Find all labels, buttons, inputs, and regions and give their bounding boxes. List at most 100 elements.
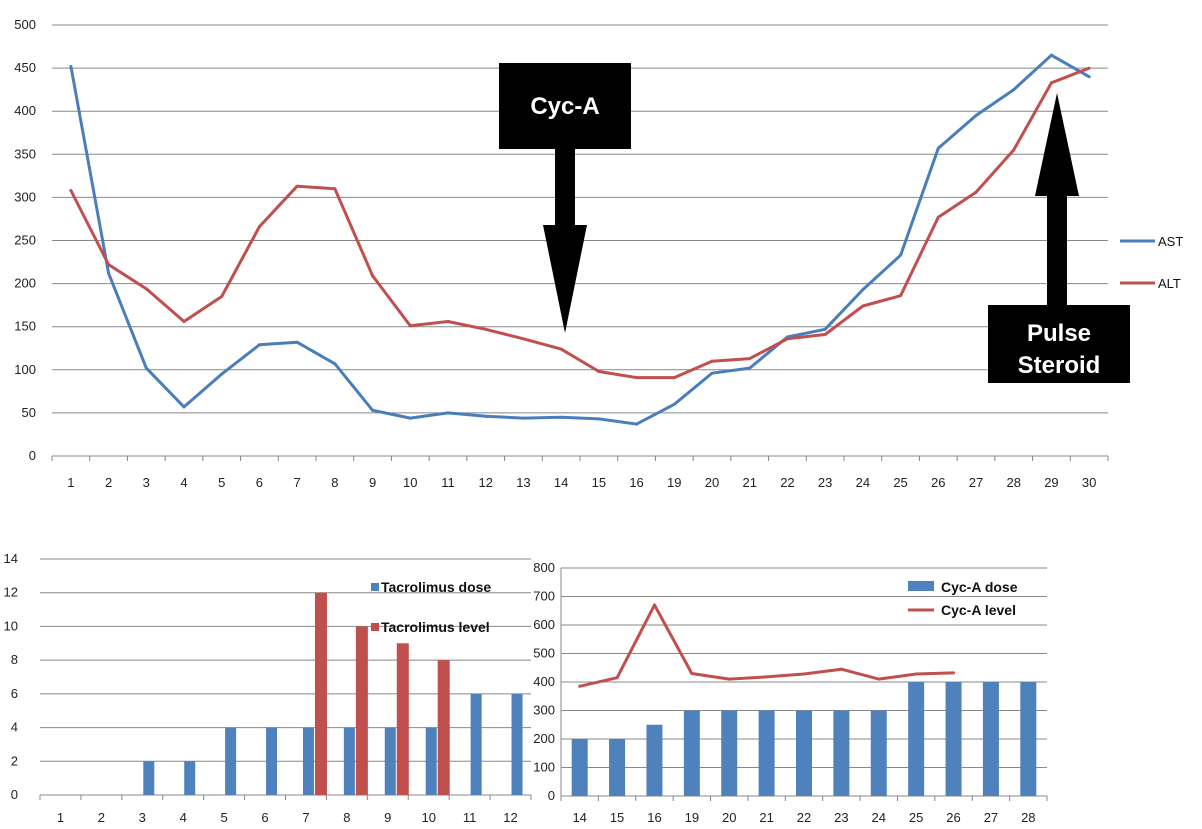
cyc-a-gridlines — [561, 567, 1047, 768]
cyc-a-level-line — [578, 603, 956, 688]
y-tick-label: 10 — [4, 618, 18, 633]
alt-line-point — [899, 294, 903, 298]
legend-tacrolimus-level-swatch — [371, 623, 379, 631]
y-tick-label: 450 — [14, 60, 36, 75]
ast-line-point — [672, 402, 676, 406]
y-tick-label: 4 — [11, 720, 18, 735]
alt-line-point — [107, 263, 111, 267]
x-tick-label: 27 — [984, 810, 998, 825]
x-tick-label: 29 — [1044, 475, 1058, 490]
x-tick-label: 10 — [403, 475, 417, 490]
cyc-a-level-line-path-point — [690, 671, 694, 675]
x-tick-label: 5 — [221, 810, 228, 825]
x-tick-label: 25 — [909, 810, 923, 825]
y-tick-label: 14 — [4, 551, 18, 566]
tacrolimus-y-tick-labels: 0 2 4 6 8 10 12 14 — [4, 551, 18, 802]
x-tick-label: 12 — [503, 810, 517, 825]
cyc-a-dose-bar — [1020, 682, 1037, 796]
x-tick-label: 13 — [516, 475, 530, 490]
cyc-a-y-tick-labels: 0 100 200 300 400 500 600 700 800 — [533, 560, 555, 803]
alt-line-point — [861, 304, 865, 308]
ast-line-point — [295, 340, 299, 344]
cyc-a-x-tick-labels: 14 15 16 19 20 21 22 23 24 25 26 27 28 — [560, 796, 1048, 825]
ast-line-point — [823, 327, 827, 331]
alt-line-point — [69, 189, 73, 193]
y-tick-label: 150 — [14, 319, 36, 334]
cyc-a-legend: Cyc-A dose Cyc-A level — [908, 579, 1018, 618]
ast-line-point — [484, 414, 488, 418]
y-tick-label: 100 — [533, 760, 555, 775]
pulse-steroid-callout: Pulse Steroid — [988, 93, 1130, 383]
x-tick-label: 23 — [834, 810, 848, 825]
tacrolimus-dose-bar — [511, 693, 523, 795]
alt-line-point — [257, 225, 261, 229]
tacrolimus-level-bar — [355, 626, 368, 795]
alt-line-point — [446, 320, 450, 324]
ast-line-point — [446, 411, 450, 415]
y-tick-label: 8 — [11, 652, 18, 667]
cyc-a-level-line-path-point — [615, 676, 619, 680]
y-tick-label: 250 — [14, 233, 36, 248]
x-tick-label: 3 — [139, 810, 146, 825]
x-tick-label: 2 — [98, 810, 105, 825]
alt-line-point — [484, 327, 488, 331]
alt-line-point — [333, 187, 337, 191]
ast-line-point — [144, 366, 148, 370]
cyc-a-level-line-path-point — [652, 603, 656, 607]
x-tick-label: 26 — [931, 475, 945, 490]
cyc-a-down-arrow-icon — [543, 149, 587, 333]
x-tick-label: 19 — [667, 475, 681, 490]
cyc-a-dose-bar — [833, 710, 850, 796]
x-tick-label: 28 — [1006, 475, 1020, 490]
alt-line-point — [635, 376, 639, 380]
x-tick-label: 10 — [421, 810, 435, 825]
x-tick-label: 25 — [893, 475, 907, 490]
y-tick-label: 500 — [533, 646, 555, 661]
alt-line — [69, 66, 1090, 380]
cyc-a-callout-text: Cyc-A — [530, 93, 599, 120]
ast-alt-y-tick-labels: 0 50 100 150 200 250 300 350 400 450 500 — [14, 17, 36, 463]
x-tick-label: 22 — [797, 810, 811, 825]
x-tick-label: 7 — [294, 475, 301, 490]
x-tick-label: 14 — [572, 810, 586, 825]
cyc-a-level-line-path-point — [802, 672, 806, 676]
x-tick-label: 1 — [67, 475, 74, 490]
ast-line-point — [635, 422, 639, 426]
x-tick-label: 19 — [685, 810, 699, 825]
legend-ast-label: AST — [1158, 234, 1183, 249]
cyc-a-dose-bar — [646, 724, 663, 796]
x-tick-label: 24 — [856, 475, 870, 490]
ast-line-point — [710, 371, 714, 375]
ast-line-point — [559, 415, 563, 419]
x-tick-label: 5 — [218, 475, 225, 490]
y-tick-label: 700 — [533, 589, 555, 604]
ast-line-point — [257, 343, 261, 347]
pulse-steroid-callout-line1: Pulse — [1027, 320, 1091, 347]
y-tick-label: 200 — [14, 276, 36, 291]
x-tick-label: 15 — [610, 810, 624, 825]
y-tick-label: 500 — [14, 17, 36, 32]
x-tick-label: 4 — [180, 810, 187, 825]
alt-line-point — [1087, 66, 1091, 70]
x-tick-label: 8 — [343, 810, 350, 825]
y-tick-label: 50 — [22, 405, 36, 420]
tacrolimus-dose-bar — [425, 727, 437, 795]
tacrolimus-level-bar — [396, 643, 409, 795]
alt-line-point — [1049, 81, 1053, 85]
ast-line-point — [936, 146, 940, 150]
alt-line-point — [220, 295, 224, 299]
y-tick-label: 300 — [14, 189, 36, 204]
alt-line-point — [785, 337, 789, 341]
ast-line-point — [408, 416, 412, 420]
legend-tacrolimus-dose-label: Tacrolimus dose — [381, 579, 491, 595]
x-tick-label: 8 — [331, 475, 338, 490]
x-tick-label: 23 — [818, 475, 832, 490]
x-tick-label: 27 — [969, 475, 983, 490]
legend-tacrolimus-dose-swatch — [371, 583, 379, 591]
ast-line — [69, 53, 1090, 426]
alt-line-point — [144, 287, 148, 291]
alt-line-point — [371, 274, 375, 278]
pulse-steroid-callout-box — [988, 305, 1130, 383]
x-tick-label: 7 — [302, 810, 309, 825]
cyc-a-dose-bar — [908, 682, 925, 796]
